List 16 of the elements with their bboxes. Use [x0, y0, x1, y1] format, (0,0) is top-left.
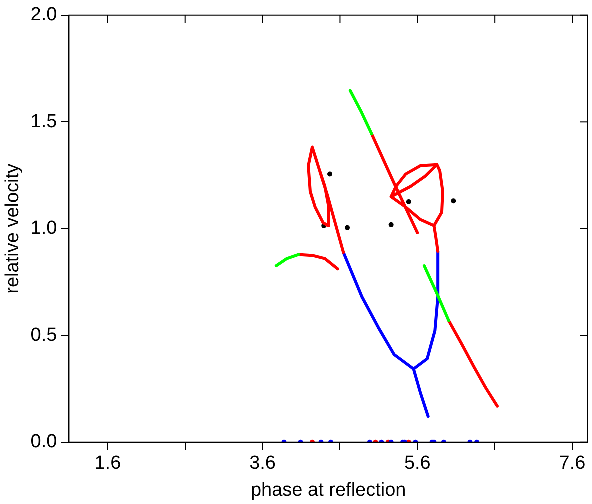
y-tick-label: 1.0 — [30, 218, 58, 240]
y-tick-label: 0.0 — [30, 432, 58, 453]
x-tick-label: 3.6 — [250, 453, 276, 474]
point — [345, 225, 350, 230]
point — [328, 172, 332, 177]
y-tick-label: 1.5 — [30, 111, 58, 132]
y-axis-title: relative velocity — [2, 163, 24, 294]
x-axis-title: phase at reflection — [250, 480, 406, 501]
point — [388, 222, 394, 228]
x-tick-label: 1.6 — [94, 453, 122, 474]
point — [406, 200, 412, 204]
x-tick-label: 7.6 — [559, 453, 586, 474]
y-tick-label: 2.0 — [30, 4, 58, 26]
y-tick-label: 0.5 — [30, 324, 58, 346]
point — [451, 198, 456, 204]
x-tick-label: 5.6 — [404, 453, 431, 474]
